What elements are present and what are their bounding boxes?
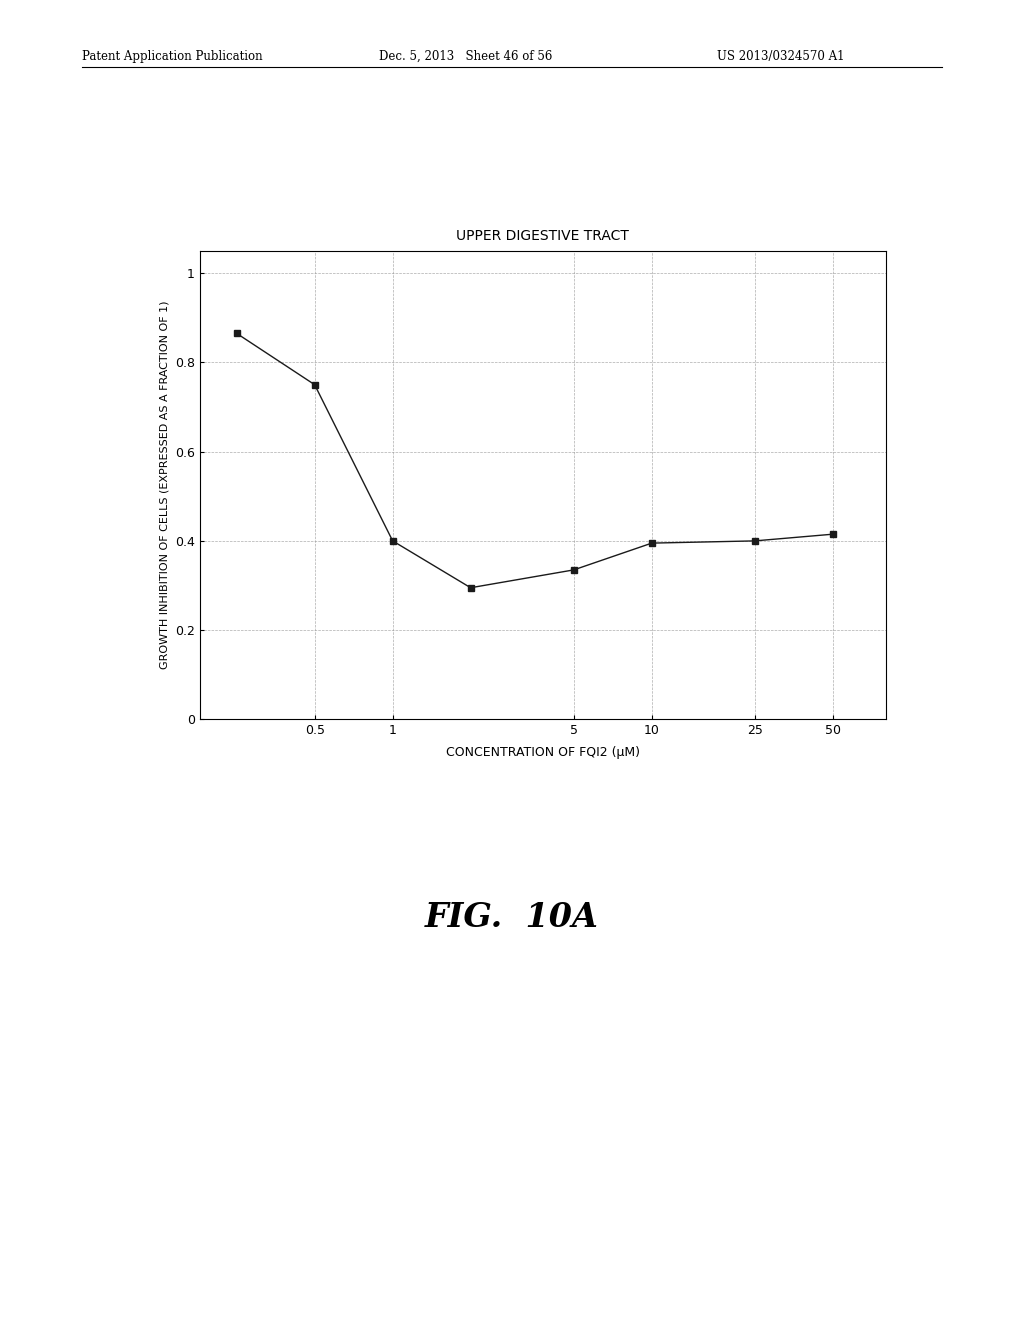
Text: Patent Application Publication: Patent Application Publication (82, 50, 262, 63)
Text: Dec. 5, 2013   Sheet 46 of 56: Dec. 5, 2013 Sheet 46 of 56 (379, 50, 552, 63)
Y-axis label: GROWTH INHIBITION OF CELLS (EXPRESSED AS A FRACTION OF 1): GROWTH INHIBITION OF CELLS (EXPRESSED AS… (160, 301, 169, 669)
Title: UPPER DIGESTIVE TRACT: UPPER DIGESTIVE TRACT (457, 228, 629, 243)
X-axis label: CONCENTRATION OF FQI2 (μM): CONCENTRATION OF FQI2 (μM) (445, 746, 640, 759)
Text: FIG.  10A: FIG. 10A (425, 902, 599, 935)
Text: US 2013/0324570 A1: US 2013/0324570 A1 (717, 50, 845, 63)
